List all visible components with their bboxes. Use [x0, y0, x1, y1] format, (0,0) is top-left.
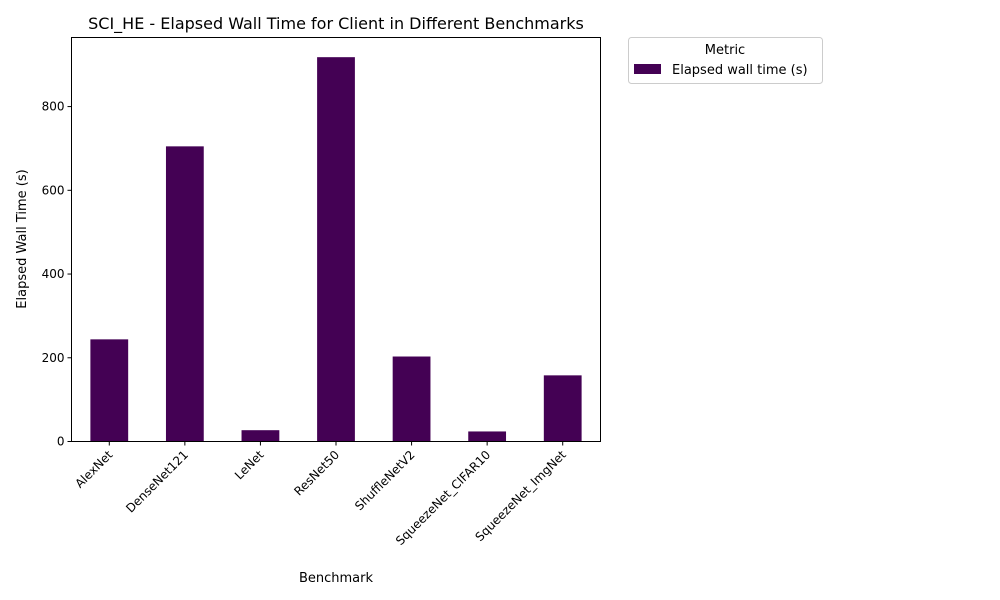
x-tick-label: ShuffleNetV2 — [352, 448, 418, 514]
legend-frame — [628, 37, 823, 84]
y-tick-label: 0 — [57, 435, 65, 449]
x-tick-label: DenseNet121 — [123, 448, 191, 516]
y-tick-label: 400 — [42, 267, 65, 281]
bar-shufflenetv2 — [392, 356, 431, 442]
y-axis-ticks: 0 200 400 600 800 — [42, 100, 72, 449]
legend-title: Metric — [705, 43, 745, 58]
y-tick-label: 800 — [42, 100, 65, 114]
plot-frame — [71, 37, 601, 442]
legend: Metric Elapsed wall time (s) — [628, 37, 823, 84]
legend-swatch — [634, 64, 661, 74]
x-axis-ticks: AlexNet DenseNet121 LeNet ResNet50 ShuffleNe… — [72, 441, 569, 548]
x-tick-label: ResNet50 — [291, 448, 342, 499]
y-tick-label: 200 — [42, 351, 65, 365]
bar-densenet121 — [165, 146, 204, 442]
bar-squeezenet-imgnet — [543, 375, 582, 442]
bar-alexnet — [90, 339, 129, 442]
bar-squeezenet-cifar10 — [468, 431, 507, 442]
x-tick-label: LeNet — [232, 448, 267, 483]
y-axis-title: Elapsed Wall Time (s) — [15, 169, 30, 308]
chart-title: SCI_HE - Elapsed Wall Time for Client in… — [88, 14, 584, 34]
y-tick-label: 600 — [42, 183, 65, 197]
x-tick-label: AlexNet — [72, 448, 115, 491]
bars-layer — [90, 57, 582, 442]
x-axis-title: Benchmark — [299, 571, 374, 586]
bar-lenet — [241, 430, 280, 442]
legend-series-label: Elapsed wall time (s) — [672, 63, 808, 78]
bar-resnet50 — [317, 57, 355, 442]
